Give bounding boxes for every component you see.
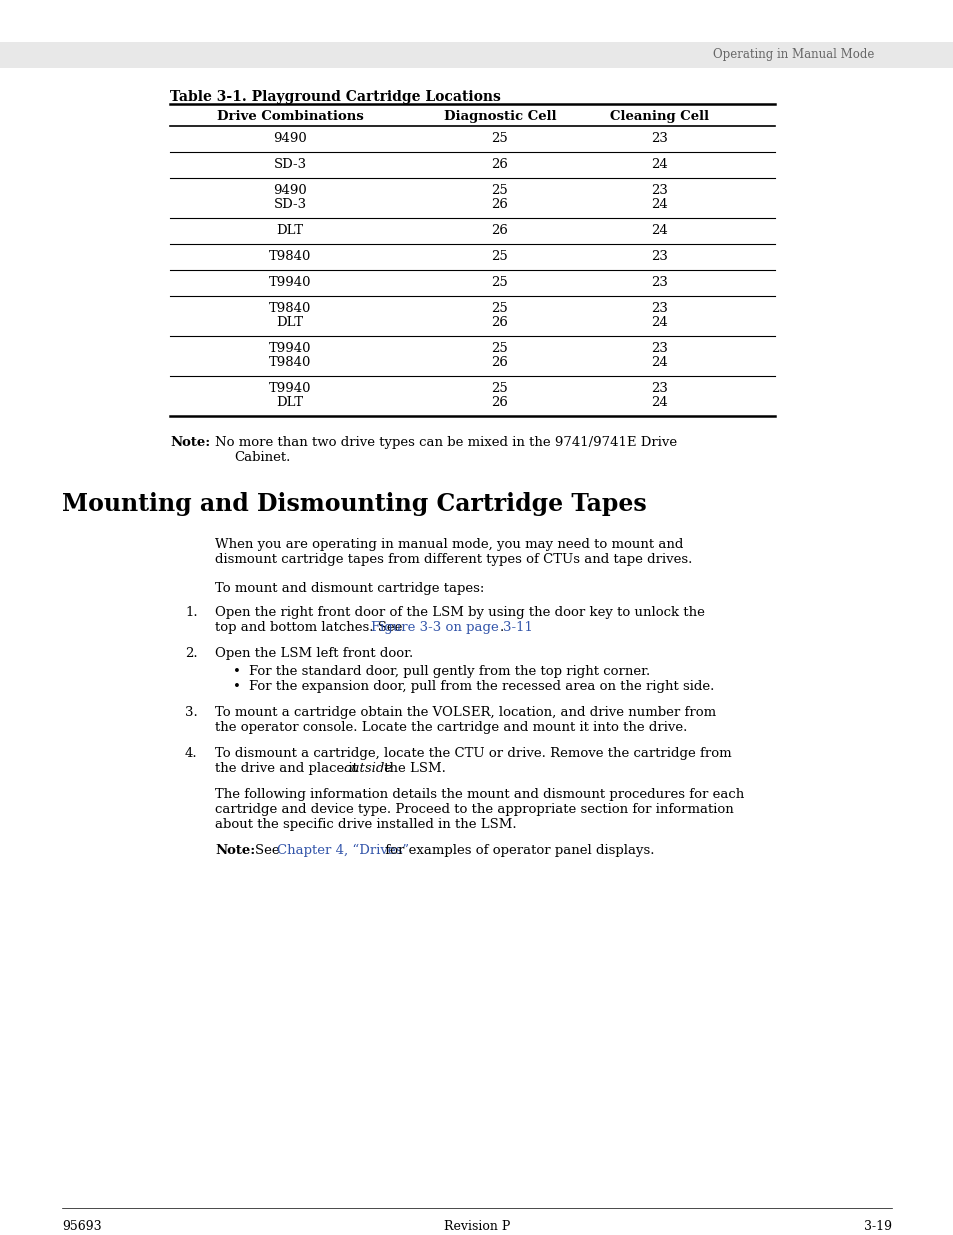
Text: 23: 23 xyxy=(651,251,668,263)
Text: When you are operating in manual mode, you may need to mount and: When you are operating in manual mode, y… xyxy=(214,538,682,551)
Text: Note:: Note: xyxy=(170,436,210,450)
Text: Note:: Note: xyxy=(214,844,255,857)
Text: 24: 24 xyxy=(651,225,668,237)
Text: For the standard door, pull gently from the top right corner.: For the standard door, pull gently from … xyxy=(249,664,650,678)
Text: Chapter 4, “Drives”: Chapter 4, “Drives” xyxy=(277,844,409,857)
Text: To dismount a cartridge, locate the CTU or drive. Remove the cartridge from: To dismount a cartridge, locate the CTU … xyxy=(214,747,731,760)
Text: .: . xyxy=(499,621,503,634)
Text: 24: 24 xyxy=(651,357,668,369)
Text: 26: 26 xyxy=(491,225,508,237)
Bar xyxy=(0,42,953,68)
Text: 23: 23 xyxy=(651,342,668,356)
Text: T9840: T9840 xyxy=(269,303,311,315)
Text: 26: 26 xyxy=(491,158,508,172)
Text: outside: outside xyxy=(343,762,393,776)
Text: 25: 25 xyxy=(491,251,508,263)
Text: •: • xyxy=(233,664,240,678)
Text: 95693: 95693 xyxy=(62,1220,102,1233)
Text: Revision P: Revision P xyxy=(443,1220,510,1233)
Text: Open the LSM left front door.: Open the LSM left front door. xyxy=(214,647,413,659)
Text: The following information details the mount and dismount procedures for each: The following information details the mo… xyxy=(214,788,743,802)
Text: Mounting and Dismounting Cartridge Tapes: Mounting and Dismounting Cartridge Tapes xyxy=(62,492,646,516)
Text: 24: 24 xyxy=(651,396,668,410)
Text: Figure 3-3 on page 3-11: Figure 3-3 on page 3-11 xyxy=(371,621,533,634)
Text: See: See xyxy=(254,844,284,857)
Text: SD-3: SD-3 xyxy=(274,199,306,211)
Text: DLT: DLT xyxy=(276,225,303,237)
Text: 25: 25 xyxy=(491,342,508,356)
Text: 23: 23 xyxy=(651,383,668,395)
Text: Drive Combinations: Drive Combinations xyxy=(216,110,363,124)
Text: Open the right front door of the LSM by using the door key to unlock the: Open the right front door of the LSM by … xyxy=(214,606,704,619)
Text: 23: 23 xyxy=(651,277,668,289)
Text: 2.: 2. xyxy=(185,647,197,659)
Text: 23: 23 xyxy=(651,184,668,198)
Text: 26: 26 xyxy=(491,357,508,369)
Text: 9490: 9490 xyxy=(273,184,307,198)
Text: 24: 24 xyxy=(651,199,668,211)
Text: DLT: DLT xyxy=(276,396,303,410)
Text: SD-3: SD-3 xyxy=(274,158,306,172)
Text: 23: 23 xyxy=(651,132,668,146)
Text: 25: 25 xyxy=(491,303,508,315)
Text: T9840: T9840 xyxy=(269,357,311,369)
Text: 26: 26 xyxy=(491,316,508,330)
Text: about the specific drive installed in the LSM.: about the specific drive installed in th… xyxy=(214,818,517,831)
Text: T9940: T9940 xyxy=(269,342,311,356)
Text: 1.: 1. xyxy=(185,606,197,619)
Text: To mount and dismount cartridge tapes:: To mount and dismount cartridge tapes: xyxy=(214,582,484,595)
Text: 4.: 4. xyxy=(185,747,197,760)
Text: 3.: 3. xyxy=(185,706,197,719)
Text: Cabinet.: Cabinet. xyxy=(233,451,290,464)
Text: Operating in Manual Mode: Operating in Manual Mode xyxy=(712,48,873,61)
Text: T9940: T9940 xyxy=(269,383,311,395)
Text: 26: 26 xyxy=(491,396,508,410)
Text: cartridge and device type. Proceed to the appropriate section for information: cartridge and device type. Proceed to th… xyxy=(214,803,733,816)
Text: For the expansion door, pull from the recessed area on the right side.: For the expansion door, pull from the re… xyxy=(249,680,714,693)
Text: 25: 25 xyxy=(491,132,508,146)
Text: top and bottom latches. See: top and bottom latches. See xyxy=(214,621,406,634)
Text: 25: 25 xyxy=(491,383,508,395)
Text: To mount a cartridge obtain the VOLSER, location, and drive number from: To mount a cartridge obtain the VOLSER, … xyxy=(214,706,716,719)
Text: the operator console. Locate the cartridge and mount it into the drive.: the operator console. Locate the cartrid… xyxy=(214,721,687,734)
Text: 26: 26 xyxy=(491,199,508,211)
Text: 25: 25 xyxy=(491,184,508,198)
Text: 25: 25 xyxy=(491,277,508,289)
Text: 24: 24 xyxy=(651,316,668,330)
Text: T9840: T9840 xyxy=(269,251,311,263)
Text: •: • xyxy=(233,680,240,693)
Text: the LSM.: the LSM. xyxy=(380,762,446,776)
Text: 24: 24 xyxy=(651,158,668,172)
Text: Cleaning Cell: Cleaning Cell xyxy=(610,110,709,124)
Text: for examples of operator panel displays.: for examples of operator panel displays. xyxy=(380,844,654,857)
Text: 3-19: 3-19 xyxy=(863,1220,891,1233)
Text: DLT: DLT xyxy=(276,316,303,330)
Text: Diagnostic Cell: Diagnostic Cell xyxy=(443,110,556,124)
Text: Table 3-1. Playground Cartridge Locations: Table 3-1. Playground Cartridge Location… xyxy=(170,90,500,104)
Text: T9940: T9940 xyxy=(269,277,311,289)
Text: dismount cartridge tapes from different types of CTUs and tape drives.: dismount cartridge tapes from different … xyxy=(214,553,692,566)
Text: 23: 23 xyxy=(651,303,668,315)
Text: No more than two drive types can be mixed in the 9741/9741E Drive: No more than two drive types can be mixe… xyxy=(214,436,677,450)
Text: the drive and place it: the drive and place it xyxy=(214,762,362,776)
Text: 9490: 9490 xyxy=(273,132,307,146)
